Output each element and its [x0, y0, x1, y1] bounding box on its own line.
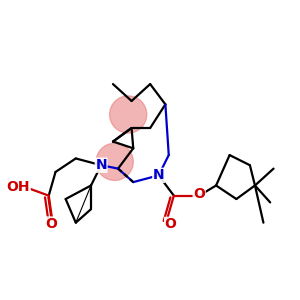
- Ellipse shape: [96, 143, 133, 180]
- Text: O: O: [165, 218, 177, 231]
- Text: OH: OH: [7, 180, 30, 194]
- Ellipse shape: [110, 96, 147, 133]
- Text: N: N: [95, 158, 107, 172]
- Text: N: N: [153, 168, 164, 182]
- Text: O: O: [193, 187, 205, 201]
- Text: O: O: [45, 217, 57, 231]
